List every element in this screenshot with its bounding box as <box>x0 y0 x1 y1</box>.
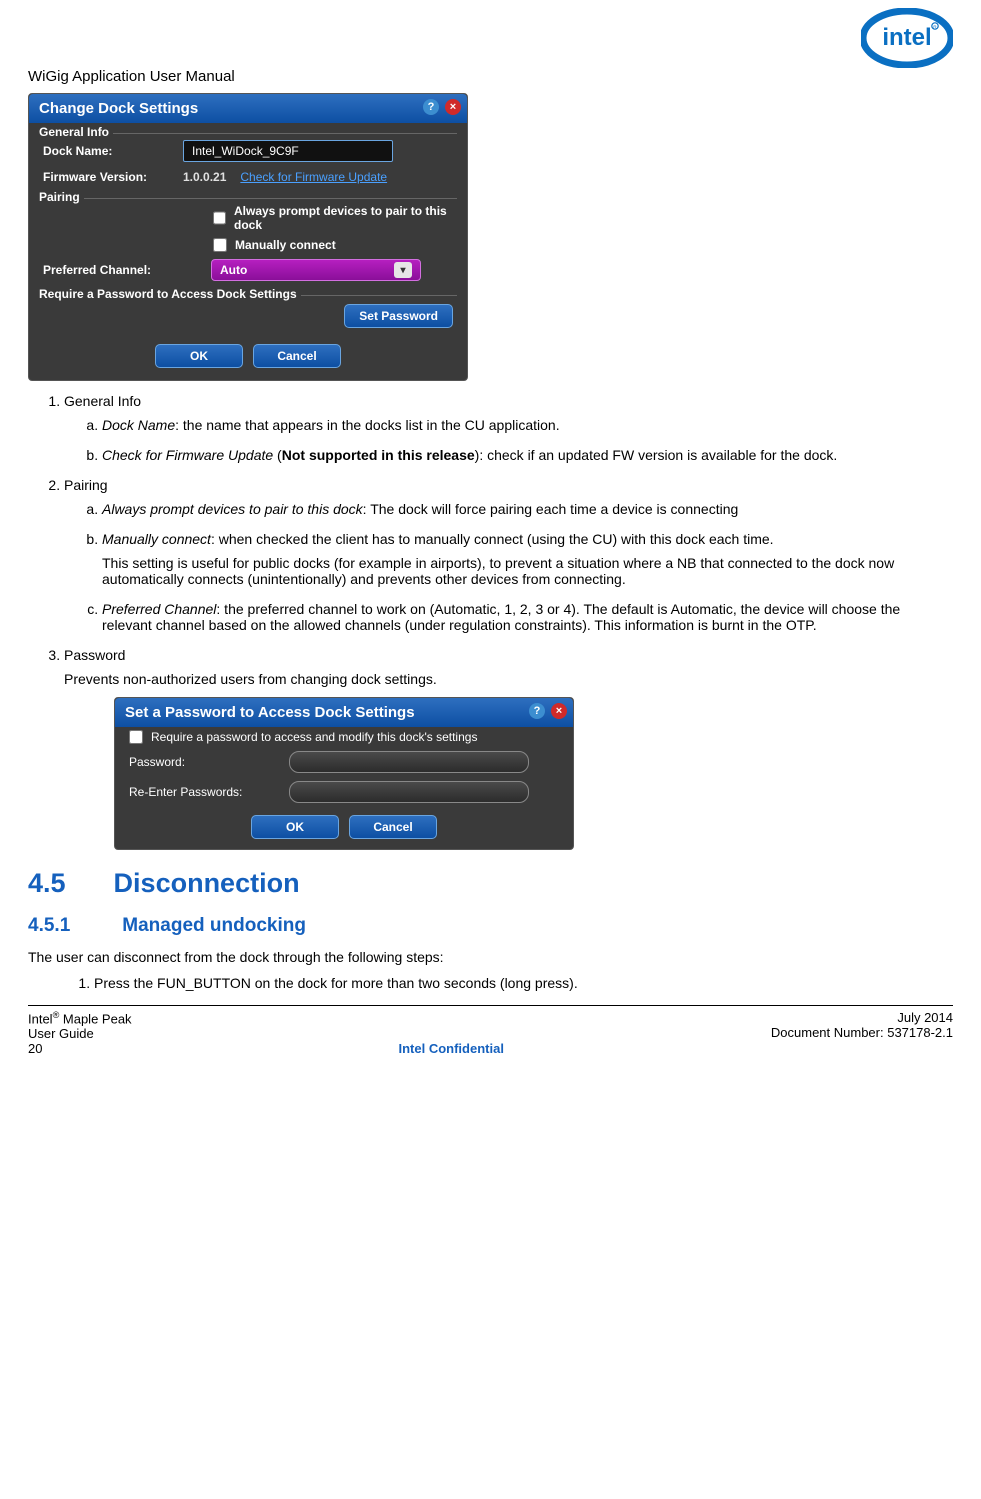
list-item-general-info: General Info Dock Name: the name that ap… <box>64 393 953 463</box>
list-item: Always prompt devices to pair to this do… <box>102 501 953 517</box>
group-password-label: Require a Password to Access Dock Settin… <box>35 287 301 301</box>
always-prompt-checkbox[interactable] <box>213 211 226 225</box>
password-input[interactable] <box>289 751 529 773</box>
page-header-title: WiGig Application User Manual <box>28 68 953 85</box>
svg-text:intel: intel <box>882 24 931 51</box>
footer-date: July 2014 <box>771 1010 953 1025</box>
footer-doc-type: User Guide <box>28 1026 132 1041</box>
close-icon[interactable]: × <box>551 703 567 719</box>
dialog-title: Change Dock Settings ? × <box>29 94 467 123</box>
ok-button[interactable]: OK <box>155 344 243 368</box>
dock-name-label: Dock Name: <box>43 144 173 158</box>
preferred-channel-select[interactable]: Auto ▾ <box>211 259 421 281</box>
footer-page-number: 20 <box>28 1041 132 1056</box>
body-paragraph: The user can disconnect from the dock th… <box>28 949 953 965</box>
always-prompt-label: Always prompt devices to pair to this do… <box>234 204 453 232</box>
subsection-heading: 4.5.1 Managed undocking <box>28 915 953 937</box>
set-password-button[interactable]: Set Password <box>344 304 453 328</box>
list-item: Check for Firmware Update (Not supported… <box>102 447 953 463</box>
subsection-number: 4.5.1 <box>28 915 70 937</box>
chevron-down-icon: ▾ <box>394 262 412 278</box>
dialog-title-text: Change Dock Settings <box>39 100 198 117</box>
section-number: 4.5 <box>28 868 66 899</box>
list-item: Dock Name: the name that appears in the … <box>102 417 953 433</box>
page-footer: Intel® Maple Peak User Guide 20 Intel Co… <box>28 1005 953 1056</box>
dock-name-input[interactable] <box>183 140 393 162</box>
subsection-title: Managed undocking <box>122 915 306 937</box>
main-list: General Info Dock Name: the name that ap… <box>64 393 953 850</box>
password-label: Password: <box>129 755 279 769</box>
cancel-button[interactable]: Cancel <box>349 815 437 839</box>
help-icon[interactable]: ? <box>423 99 439 115</box>
footer-confidential: Intel Confidential <box>132 1041 771 1056</box>
require-password-label: Require a password to access and modify … <box>151 730 477 744</box>
footer-doc-number: Document Number: 537178-2.1 <box>771 1025 953 1040</box>
section-heading: 4.5 Disconnection <box>28 868 953 899</box>
group-pairing-label: Pairing <box>35 190 84 204</box>
preferred-channel-value: Auto <box>220 263 247 277</box>
group-general-info-label: General Info <box>35 125 113 139</box>
help-icon[interactable]: ? <box>529 703 545 719</box>
manually-connect-checkbox[interactable] <box>213 238 227 252</box>
require-password-checkbox[interactable] <box>129 730 143 744</box>
dialog-title-text: Set a Password to Access Dock Settings <box>125 704 415 721</box>
cancel-button[interactable]: Cancel <box>253 344 341 368</box>
change-dock-settings-dialog: Change Dock Settings ? × General Info Do… <box>28 93 468 381</box>
reenter-password-input[interactable] <box>289 781 529 803</box>
footer-product: Intel® Maple Peak <box>28 1010 132 1026</box>
list-item-pairing: Pairing Always prompt devices to pair to… <box>64 477 953 633</box>
ok-button[interactable]: OK <box>251 815 339 839</box>
intel-logo: intel R <box>861 8 953 68</box>
section-title: Disconnection <box>114 868 300 899</box>
preferred-channel-label: Preferred Channel: <box>43 263 201 277</box>
set-password-dialog: Set a Password to Access Dock Settings ?… <box>114 697 574 850</box>
list-item: Preferred Channel: the preferred channel… <box>102 601 953 633</box>
list-item-password: Password Prevents non-authorized users f… <box>64 647 953 850</box>
close-icon[interactable]: × <box>445 99 461 115</box>
check-firmware-update-link[interactable]: Check for Firmware Update <box>240 170 387 184</box>
manually-connect-label: Manually connect <box>235 238 336 252</box>
firmware-version-value: 1.0.0.21 <box>183 170 226 184</box>
firmware-version-label: Firmware Version: <box>43 170 173 184</box>
list-item: Manually connect: when checked the clien… <box>102 531 953 587</box>
step-item: Press the FUN_BUTTON on the dock for mor… <box>94 975 953 991</box>
dialog-title: Set a Password to Access Dock Settings ?… <box>115 698 573 727</box>
reenter-password-label: Re-Enter Passwords: <box>129 785 279 799</box>
